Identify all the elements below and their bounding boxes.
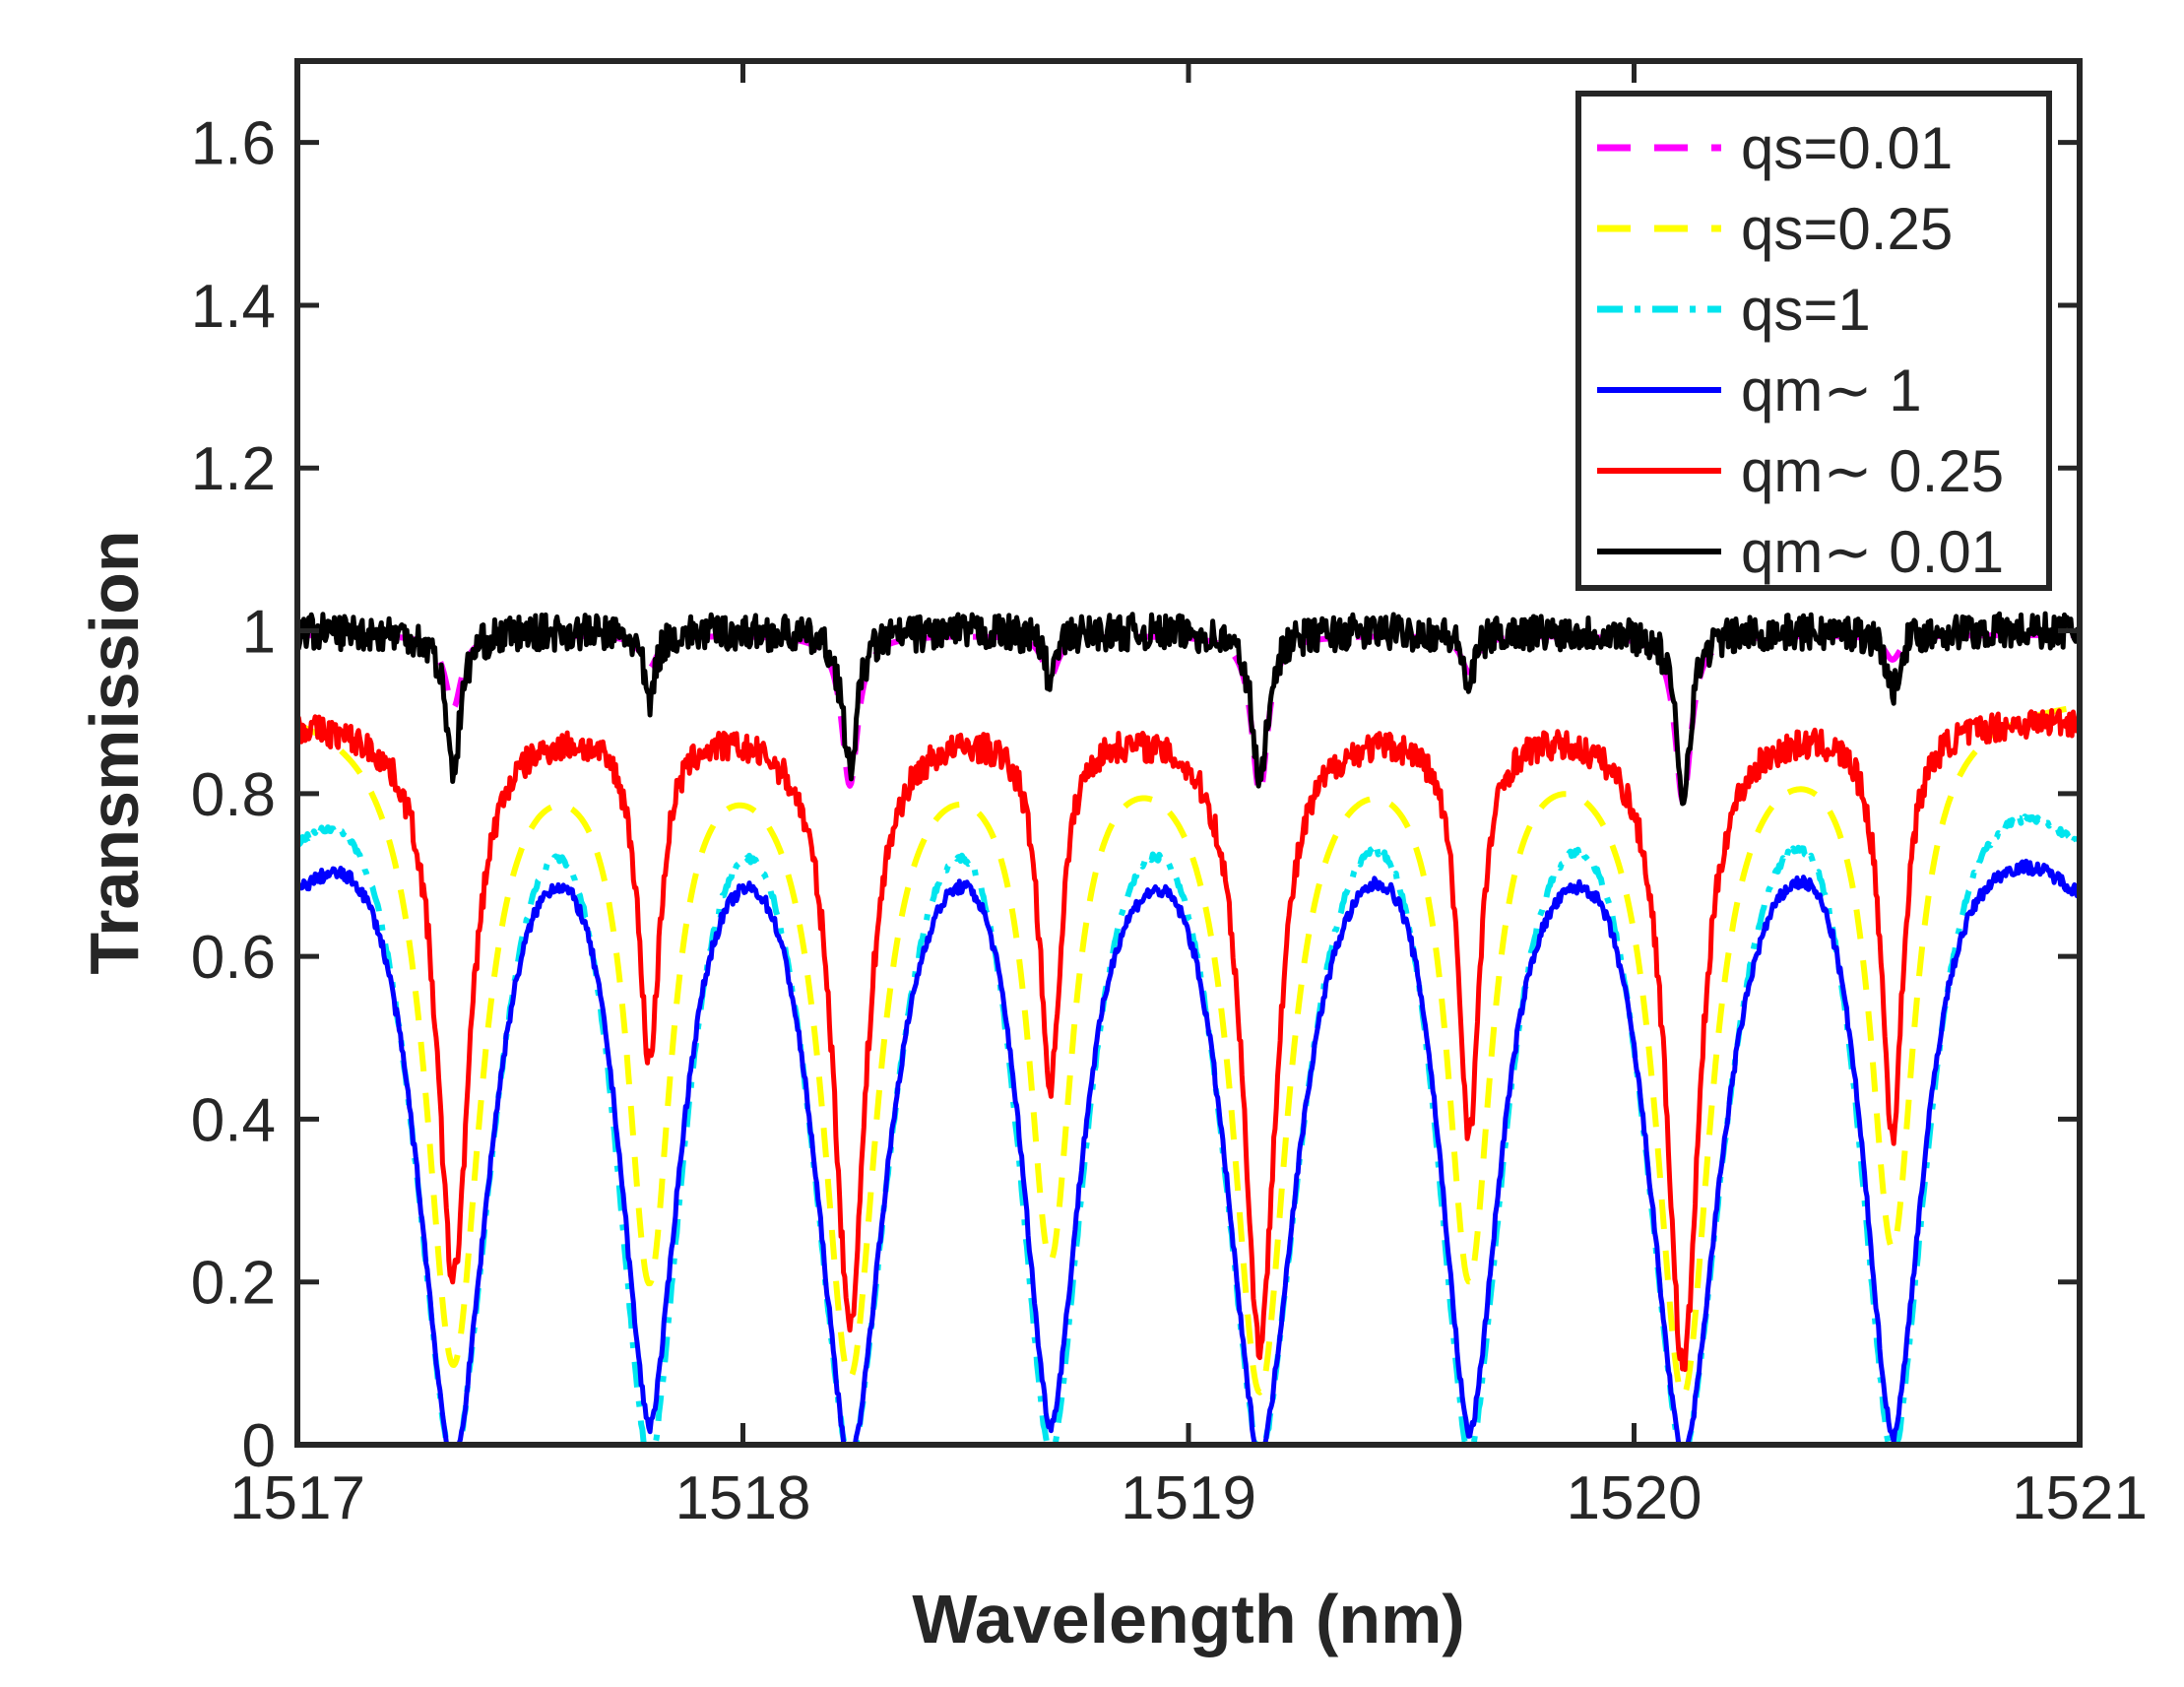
y-axis-title: Transmission	[76, 530, 153, 974]
x-tick-label: 1518	[675, 1464, 811, 1532]
y-tick-label: 0.2	[191, 1250, 276, 1318]
x-tick-label: 1519	[1121, 1464, 1256, 1532]
y-tick-label: 0.6	[191, 924, 276, 992]
y-tick-label: 1.6	[191, 110, 276, 178]
y-tick-label: 0.4	[191, 1086, 276, 1154]
legend-label: qm∼ 0.25	[1741, 438, 2004, 504]
legend-label: qm∼ 1	[1741, 357, 1922, 423]
y-tick-label: 0	[242, 1412, 276, 1480]
series-line-qm-0-01	[297, 611, 2080, 807]
tick-layer: 1517 1518 1519 1520 1521 0 0.2 0.4 0.6 0.8 1 1.2 1.4…	[191, 61, 2148, 1532]
y-tick-label: 1	[242, 599, 276, 667]
y-tick-label: 1.4	[191, 273, 276, 341]
x-tick-label: 1521	[2012, 1464, 2148, 1532]
legend-label: qm∼ 0.01	[1741, 519, 2004, 585]
x-axis-title: Wavelength (nm)	[912, 1581, 1464, 1657]
series-line-qm-0-25	[297, 708, 2080, 1373]
legend-label: qs=1	[1741, 277, 1871, 343]
series-line-qm-1	[297, 858, 2080, 1445]
x-tick-label: 1517	[229, 1464, 365, 1532]
y-tick-label: 1.2	[191, 435, 276, 503]
y-tick-label: 0.8	[191, 761, 276, 829]
legend-box	[1575, 91, 2052, 591]
series-layer	[297, 611, 2080, 1445]
legend-label: qs=0.01	[1741, 115, 1953, 181]
x-tick-label: 1520	[1567, 1464, 1702, 1532]
legend-label: qs=0.25	[1741, 196, 1953, 262]
legend: qs=0.01 qs=0.25 qs=1 qm∼ 1 qm∼ 0.25 qm∼ 0.01	[1575, 91, 2052, 591]
